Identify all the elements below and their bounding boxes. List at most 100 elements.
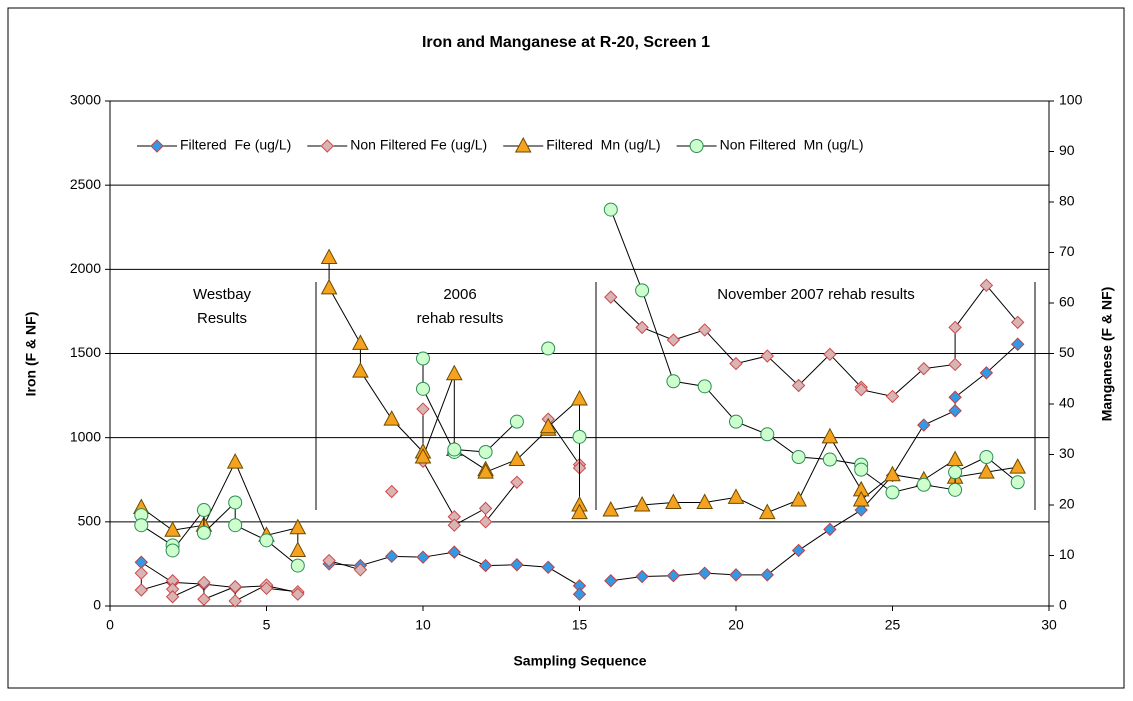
series-line	[328, 560, 361, 571]
legend-label: Non Filtered Fe (ug/L)	[350, 137, 487, 153]
marker	[228, 495, 243, 510]
marker	[948, 465, 963, 480]
annotation: rehab results	[417, 310, 504, 327]
marker	[352, 362, 369, 378]
y2-tick-label: 0	[1059, 597, 1067, 613]
marker	[727, 488, 745, 504]
legend-label: Filtered Fe (ug/L)	[180, 137, 291, 153]
legend-label: Non Filtered Mn (ug/L)	[720, 137, 864, 153]
marker	[510, 475, 524, 489]
x-tick-label: 0	[106, 617, 114, 633]
marker	[823, 347, 837, 362]
x-tick-label: 5	[263, 617, 271, 633]
marker	[635, 569, 649, 584]
marker	[760, 568, 775, 582]
marker	[917, 418, 931, 432]
marker	[541, 341, 556, 356]
marker	[760, 427, 775, 442]
y2-tick-label: 40	[1059, 395, 1075, 411]
marker	[508, 450, 526, 467]
y-tick-label: 2000	[70, 260, 101, 276]
marker	[447, 545, 462, 559]
marker	[948, 482, 963, 497]
marker	[665, 493, 682, 509]
marker	[416, 402, 430, 416]
marker	[572, 429, 587, 444]
marker	[603, 202, 618, 217]
marker	[635, 320, 649, 335]
marker	[729, 414, 743, 429]
marker	[979, 450, 994, 465]
marker	[196, 525, 211, 540]
marker	[823, 522, 837, 537]
marker	[384, 484, 399, 499]
chart-border	[7, 7, 1125, 689]
marker	[416, 381, 430, 396]
marker	[978, 463, 995, 479]
marker	[604, 574, 618, 588]
annotation: November 2007 rehab results	[717, 286, 915, 303]
x-tick-label: 15	[572, 617, 588, 633]
marker	[478, 501, 493, 516]
marker	[916, 477, 931, 492]
y2-tick-label: 70	[1059, 243, 1075, 259]
marker	[1010, 337, 1025, 351]
y-tick-label: 0	[93, 597, 101, 613]
series-line	[329, 551, 580, 595]
marker	[477, 463, 494, 479]
y-tick-label: 500	[78, 513, 102, 529]
y2-tick-label: 80	[1059, 193, 1075, 209]
marker	[383, 410, 401, 426]
marker	[854, 462, 869, 477]
annotation: Results	[197, 310, 247, 327]
marker	[197, 592, 211, 606]
marker	[384, 549, 399, 564]
marker	[196, 503, 211, 518]
y2-axis-label: Manganese (F & NF)	[1099, 287, 1115, 422]
y-tick-label: 1500	[70, 344, 101, 360]
marker	[666, 568, 681, 583]
marker	[697, 323, 712, 337]
annotation: Westbay	[193, 286, 252, 303]
legend-marker	[320, 139, 334, 153]
marker	[259, 581, 274, 596]
marker	[884, 465, 901, 482]
marker	[885, 389, 900, 404]
marker	[320, 248, 338, 265]
marker	[854, 503, 868, 517]
marker	[917, 361, 931, 376]
marker	[822, 452, 837, 467]
marker	[697, 566, 712, 580]
series-line	[610, 284, 1019, 397]
marker	[979, 278, 994, 293]
marker	[633, 495, 651, 512]
legend-marker	[689, 139, 704, 153]
marker	[290, 558, 305, 573]
marker	[791, 543, 806, 558]
marker	[226, 453, 244, 469]
marker	[414, 447, 432, 464]
marker	[635, 283, 650, 298]
x-tick-label: 10	[415, 617, 431, 633]
y-tick-label: 2500	[70, 176, 101, 192]
y2-tick-label: 60	[1059, 294, 1075, 310]
y2-tick-label: 90	[1059, 142, 1075, 158]
marker	[821, 427, 839, 444]
marker	[948, 357, 962, 372]
marker	[602, 500, 620, 517]
y-tick-label: 3000	[70, 92, 101, 108]
series-line	[140, 501, 299, 566]
x-tick-label: 25	[885, 617, 901, 633]
marker	[165, 590, 180, 604]
marker	[289, 541, 307, 557]
marker	[791, 378, 806, 393]
marker	[729, 568, 743, 582]
series-line	[610, 209, 1019, 493]
x-tick-label: 20	[728, 617, 744, 633]
marker	[447, 442, 462, 457]
y2-tick-label: 50	[1059, 344, 1075, 360]
y2-tick-label: 30	[1059, 445, 1075, 461]
marker	[134, 583, 149, 597]
